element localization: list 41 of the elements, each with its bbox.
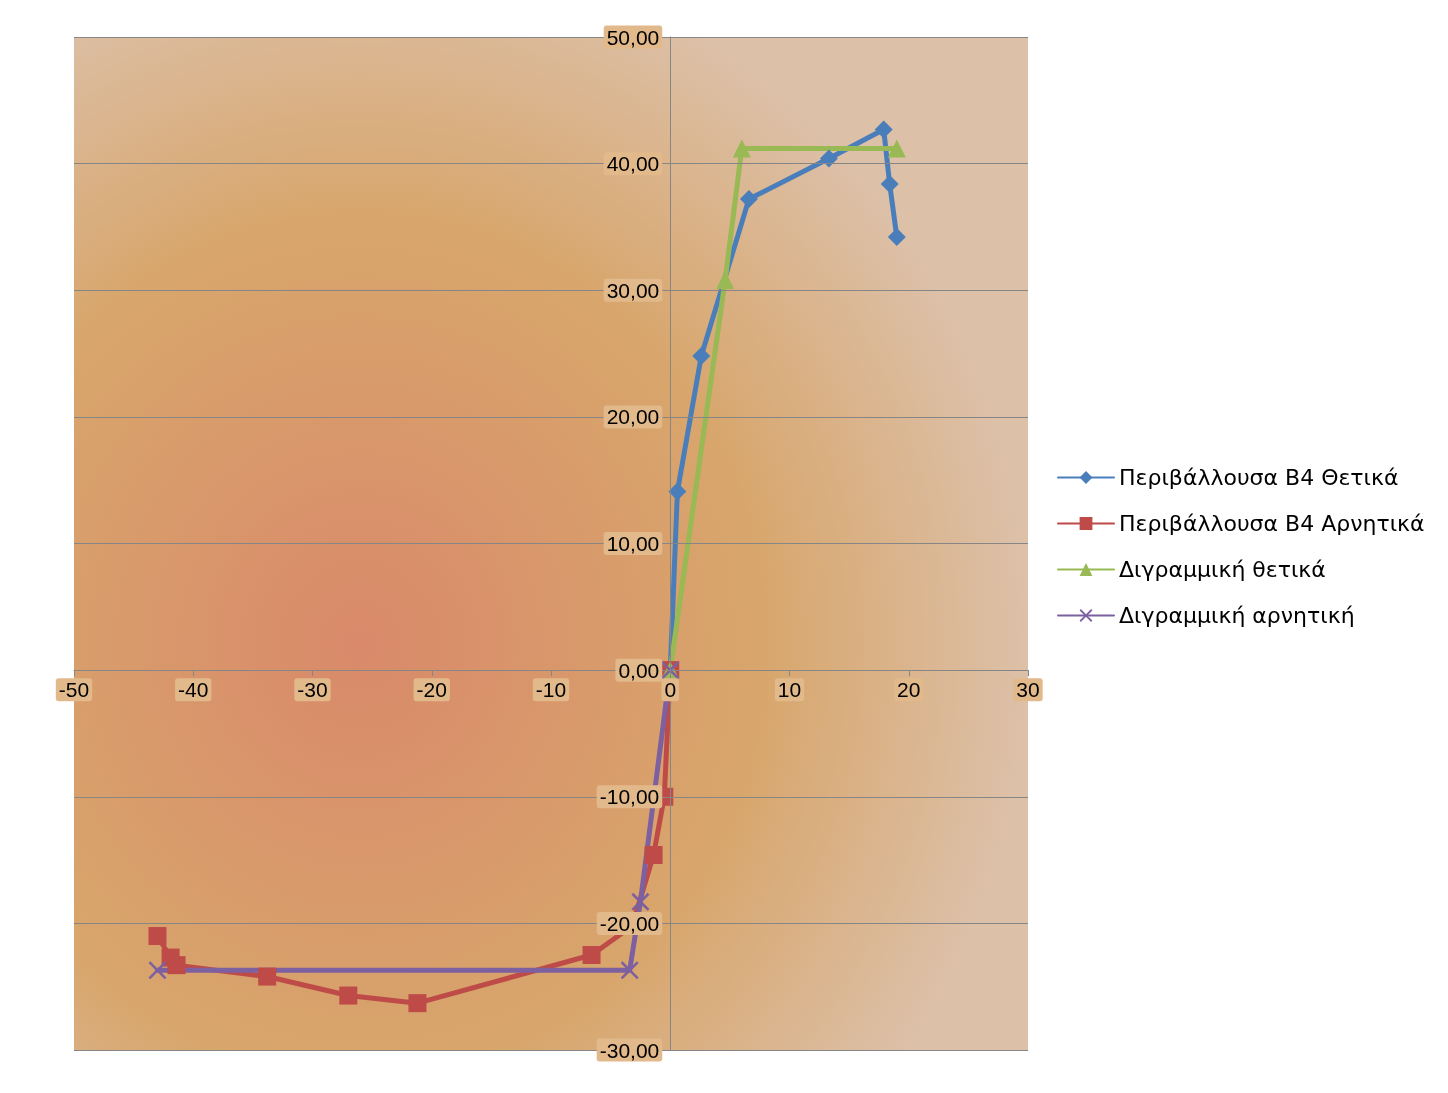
- point: [582, 946, 601, 965]
- y-tick-label: 50,00: [606, 25, 660, 49]
- point: [887, 139, 906, 158]
- x-tick-label: 0: [664, 678, 677, 702]
- x-tick-label: -50: [58, 678, 90, 702]
- legend-label: Διγραμμική θετικά: [1119, 557, 1326, 582]
- y-tick-label: 10,00: [606, 532, 660, 555]
- point: [874, 120, 893, 139]
- point: [644, 846, 663, 864]
- point: [880, 174, 899, 193]
- y-tick-label: -10,00: [599, 785, 660, 809]
- legend-label: Διγραμμική αρνητική: [1119, 603, 1355, 628]
- point: [668, 482, 687, 501]
- point: [692, 347, 711, 366]
- y-tick-label: 30,00: [606, 278, 660, 302]
- point: [339, 986, 358, 1005]
- point: [739, 190, 758, 209]
- legend-label: Περιβάλλουσα B4 Αρνητικά: [1119, 511, 1425, 536]
- legend-label: Περιβάλλουσα B4 Θετικά: [1119, 465, 1399, 490]
- x-tick-label: -30: [297, 678, 328, 702]
- x-tick-label: 10: [777, 678, 802, 702]
- point: [732, 139, 751, 158]
- y-tick-label: -20,00: [599, 911, 660, 935]
- x-tick-label: 20: [897, 678, 921, 702]
- point: [620, 961, 639, 980]
- point: [887, 228, 906, 247]
- point: [161, 948, 180, 967]
- x-tick-label: 30: [1016, 678, 1040, 702]
- x-tick-label: -10: [535, 678, 567, 702]
- y-tick-label: -30,00: [599, 1038, 660, 1062]
- x-tick-label: -20: [416, 678, 447, 702]
- point: [258, 967, 277, 986]
- point: [819, 149, 838, 168]
- y-tick-label: 20,00: [606, 405, 660, 429]
- point: [631, 892, 650, 911]
- x-tick-label: -40: [178, 678, 209, 702]
- point: [408, 994, 427, 1013]
- y-tick-label: 40,00: [606, 152, 660, 176]
- y-tick-label: 0,00: [618, 658, 660, 682]
- point: [148, 961, 167, 980]
- point: [148, 927, 167, 946]
